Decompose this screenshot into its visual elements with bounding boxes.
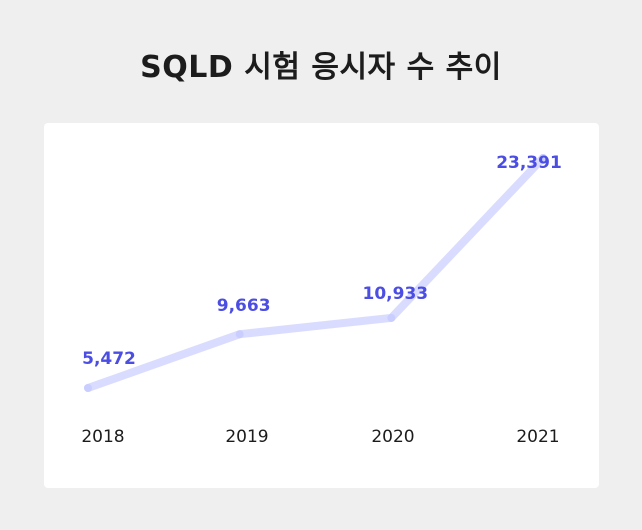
data-point-2018 [84,384,92,392]
x-tick-label-2020: 2020 [371,427,414,447]
data-point-2020 [387,313,396,322]
data-point-2021 [539,154,547,162]
x-tick-label-2021: 2021 [516,427,559,447]
data-point-2019 [235,330,244,339]
labels-layer: 5,472 9,663 10,933 23,391 [82,153,562,369]
x-tick-label-2018: 2018 [81,427,124,447]
chart-title: SQLD 시험 응시자 수 추이 [140,50,502,85]
value-label-2021: 23,391 [496,153,562,173]
value-label-2019: 9,663 [217,296,271,316]
series-layer [84,154,547,392]
value-label-2020: 10,933 [363,284,429,304]
x-axis: 2018 2019 2020 2021 [81,427,559,447]
chart-card: 5,472 9,663 10,933 23,391 2018 2019 2020 2021 [44,123,599,488]
line-chart: 5,472 9,663 10,933 23,391 2018 2019 2020 2021 [81,153,562,447]
series-line [84,154,547,392]
value-label-2018: 5,472 [82,349,136,369]
x-tick-label-2019: 2019 [225,427,268,447]
